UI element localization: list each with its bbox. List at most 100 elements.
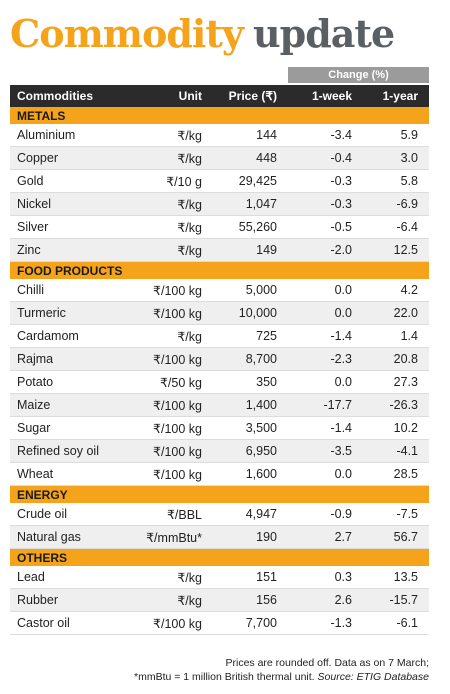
change-1-year-cell: 1.4 <box>400 329 418 343</box>
commodity-name: Chilli <box>17 283 45 297</box>
commodity-name: Rajma <box>17 352 54 366</box>
footnote-source: Source: ETIG Database <box>317 671 429 683</box>
unit-cell: ₹/mmBtu* <box>146 530 202 545</box>
commodity-name: Refined soy oil <box>17 444 99 458</box>
commodity-name: Castor oil <box>17 616 70 630</box>
change-1-week-cell: -2.0 <box>330 243 352 257</box>
price-cell: 725 <box>256 329 277 343</box>
change-1-week-cell: -1.4 <box>330 329 352 343</box>
price-cell: 55,260 <box>238 220 277 234</box>
change-1-week-cell: 0.0 <box>334 375 352 389</box>
unit-cell: ₹/100 kg <box>153 616 202 631</box>
price-cell: 1,600 <box>245 467 277 481</box>
commodity-name: Lead <box>17 570 45 584</box>
unit-cell: ₹/kg <box>177 570 202 585</box>
change-1-week-cell: 2.6 <box>334 593 352 607</box>
change-1-week-cell: -3.4 <box>330 128 352 142</box>
change-1-year-cell: 5.9 <box>400 128 418 142</box>
table-row: Natural gas ₹/mmBtu* 190 2.7 56.7 <box>10 526 429 549</box>
change-1-year-cell: 12.5 <box>393 243 418 257</box>
table-row: Nickel ₹/kg 1,047 -0.3 -6.9 <box>10 193 429 216</box>
footnote-line-1: Prices are rounded off. Data as on 7 Mar… <box>225 657 430 669</box>
change-1-week-cell: -2.3 <box>330 352 352 366</box>
table-row: Potato ₹/50 kg 350 0.0 27.3 <box>10 371 429 394</box>
change-1-year-cell: 22.0 <box>393 306 418 320</box>
change-1-week-cell: 0.0 <box>334 306 352 320</box>
price-cell: 8,700 <box>245 352 277 366</box>
change-1-year-cell: -6.4 <box>396 220 418 234</box>
unit-cell: ₹/BBL <box>166 507 202 522</box>
header-1-week: 1-week <box>311 89 352 103</box>
table-row: Zinc ₹/kg 149 -2.0 12.5 <box>10 239 429 262</box>
unit-cell: ₹/kg <box>177 128 202 143</box>
change-1-year-cell: 13.5 <box>393 570 418 584</box>
change-1-week-cell: -0.4 <box>330 151 352 165</box>
table-row: Refined soy oil ₹/100 kg 6,950 -3.5 -4.1 <box>10 440 429 463</box>
change-1-year-cell: -26.3 <box>389 398 419 412</box>
change-1-week-cell: 2.7 <box>334 530 352 544</box>
price-cell: 5,000 <box>245 283 277 297</box>
commodity-name: Wheat <box>17 467 54 481</box>
unit-cell: ₹/100 kg <box>153 444 202 459</box>
change-1-week-cell: 0.0 <box>334 283 352 297</box>
change-1-week-cell: -0.3 <box>330 197 352 211</box>
table-row: Chilli ₹/100 kg 5,000 0.0 4.2 <box>10 279 429 302</box>
change-1-year-cell: 10.2 <box>393 421 418 435</box>
price-cell: 151 <box>256 570 277 584</box>
commodity-name: Crude oil <box>17 507 68 521</box>
price-cell: 10,000 <box>238 306 277 320</box>
price-cell: 6,950 <box>245 444 277 458</box>
change-1-year-cell: -7.5 <box>396 507 418 521</box>
unit-cell: ₹/kg <box>177 243 202 258</box>
table-body: METALS Aluminium ₹/kg 144 -3.4 5.9 Copper ₹/kg 4… <box>10 107 429 635</box>
unit-cell: ₹/100 kg <box>153 467 202 482</box>
table-row: Silver ₹/kg 55,260 -0.5 -6.4 <box>10 216 429 239</box>
change-1-week-cell: -0.3 <box>330 174 352 188</box>
change-1-year-cell: 5.8 <box>400 174 418 188</box>
change-1-year-cell: 56.7 <box>393 530 418 544</box>
section-header: FOOD PRODUCTS <box>10 262 429 279</box>
unit-cell: ₹/kg <box>177 197 202 212</box>
commodity-name: Nickel <box>17 197 52 211</box>
table-row: Maize ₹/100 kg 1,400 -17.7 -26.3 <box>10 394 429 417</box>
table-row: Wheat ₹/100 kg 1,600 0.0 28.5 <box>10 463 429 486</box>
change-1-week-cell: -1.3 <box>330 616 352 630</box>
table-row: Sugar ₹/100 kg 3,500 -1.4 10.2 <box>10 417 429 440</box>
change-1-week-cell: -3.5 <box>330 444 352 458</box>
change-1-week-cell: -0.5 <box>330 220 352 234</box>
price-cell: 190 <box>256 530 277 544</box>
header-commodities: Commodities <box>17 89 94 103</box>
commodity-name: Copper <box>17 151 58 165</box>
price-cell: 350 <box>256 375 277 389</box>
change-1-week-cell: 0.3 <box>334 570 352 584</box>
commodity-name: Gold <box>17 174 44 188</box>
table-row: Gold ₹/10 g 29,425 -0.3 5.8 <box>10 170 429 193</box>
table-header: Commodities Unit Price (₹) 1-week 1-year <box>10 85 429 107</box>
section-header: OTHERS <box>10 549 429 566</box>
price-cell: 1,400 <box>245 398 277 412</box>
change-1-year-cell: 20.8 <box>393 352 418 366</box>
price-cell: 149 <box>256 243 277 257</box>
change-1-week-cell: -1.4 <box>330 421 352 435</box>
unit-cell: ₹/100 kg <box>153 421 202 436</box>
change-1-year-cell: 27.3 <box>393 375 418 389</box>
change-1-week-cell: 0.0 <box>334 467 352 481</box>
table-row: Aluminium ₹/kg 144 -3.4 5.9 <box>10 124 429 147</box>
table-row: Rubber ₹/kg 156 2.6 -15.7 <box>10 589 429 612</box>
commodity-name: Turmeric <box>17 306 66 320</box>
commodity-name: Silver <box>17 220 49 234</box>
commodity-name: Sugar <box>17 421 51 435</box>
section-header: ENERGY <box>10 486 429 503</box>
unit-cell: ₹/kg <box>177 220 202 235</box>
price-cell: 448 <box>256 151 277 165</box>
commodity-name: Maize <box>17 398 51 412</box>
section-header: METALS <box>10 107 429 124</box>
change-1-year-cell: 3.0 <box>400 151 418 165</box>
change-1-year-cell: -6.1 <box>396 616 418 630</box>
unit-cell: ₹/kg <box>177 329 202 344</box>
commodity-name: Aluminium <box>17 128 76 142</box>
change-1-year-cell: 28.5 <box>393 467 418 481</box>
page-title: Commodity update <box>10 0 395 56</box>
header-price: Price (₹) <box>228 89 277 103</box>
change-1-week-cell: -17.7 <box>323 398 353 412</box>
